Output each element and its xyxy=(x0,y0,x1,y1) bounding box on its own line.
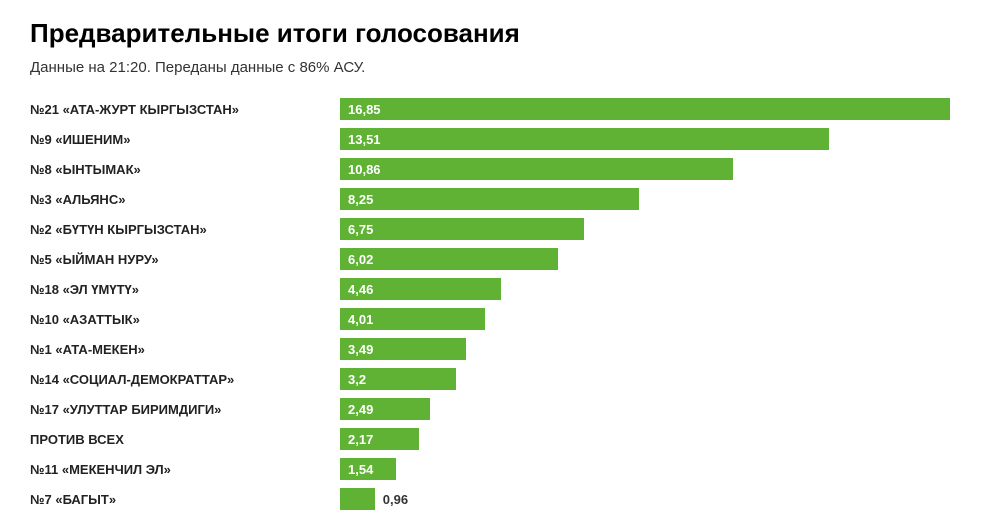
bar: 16,85 xyxy=(340,98,950,120)
bar-row: №3 «АЛЬЯНС» 8,25 xyxy=(30,184,970,214)
bar: 3,49 xyxy=(340,338,466,360)
bar: 4,01 xyxy=(340,308,485,330)
bar: 8,25 xyxy=(340,188,639,210)
bar-track: 2,17 xyxy=(340,428,970,450)
bar-value: 8,25 xyxy=(348,192,373,207)
bar-row: №1 «АТА-МЕКЕН» 3,49 xyxy=(30,334,970,364)
bar: 3,2 xyxy=(340,368,456,390)
bar: 6,75 xyxy=(340,218,584,240)
chart-container: Предварительные итоги голосования Данные… xyxy=(0,0,1000,522)
bar: 2,49 xyxy=(340,398,430,420)
bar-label: №17 «УЛУТТАР БИРИМДИГИ» xyxy=(30,402,340,417)
bar-label: №7 «БАГЫТ» xyxy=(30,492,340,507)
bar-row: №5 «ЫЙМАН НУРУ» 6,02 xyxy=(30,244,970,274)
bar-track: 6,02 xyxy=(340,248,970,270)
bar-value: 4,46 xyxy=(348,282,373,297)
bar-track: 3,49 xyxy=(340,338,970,360)
bar-track: 1,54 xyxy=(340,458,970,480)
bar-value: 0,96 xyxy=(383,492,408,507)
bar-label: №18 «ЭЛ ҮМҮТҮ» xyxy=(30,282,340,297)
bar-label: №5 «ЫЙМАН НУРУ» xyxy=(30,252,340,267)
bar-row: ПРОТИВ ВСЕХ 2,17 xyxy=(30,424,970,454)
bar: 6,02 xyxy=(340,248,558,270)
bar-label: ПРОТИВ ВСЕХ xyxy=(30,432,340,447)
bar-chart: №21 «АТА-ЖУРТ КЫРГЫЗСТАН» 16,85 №9 «ИШЕНИМ… xyxy=(30,94,970,514)
bar-label: №1 «АТА-МЕКЕН» xyxy=(30,342,340,357)
bar-label: №21 «АТА-ЖУРТ КЫРГЫЗСТАН» xyxy=(30,102,340,117)
bar-value: 3,2 xyxy=(348,372,366,387)
bar-label: №3 «АЛЬЯНС» xyxy=(30,192,340,207)
bar: 4,46 xyxy=(340,278,501,300)
bar-value: 13,51 xyxy=(348,132,381,147)
bar-value: 10,86 xyxy=(348,162,381,177)
bar-label: №14 «СОЦИАЛ-ДЕМОКРАТТАР» xyxy=(30,372,340,387)
bar-track: 8,25 xyxy=(340,188,970,210)
bar-track: 10,86 xyxy=(340,158,970,180)
bar: 13,51 xyxy=(340,128,829,150)
bar-track: 0,96 xyxy=(340,488,970,510)
bar-row: №10 «АЗАТТЫК» 4,01 xyxy=(30,304,970,334)
bar-track: 2,49 xyxy=(340,398,970,420)
bar-value: 6,75 xyxy=(348,222,373,237)
bar-row: №2 «БҮТҮН КЫРГЫЗСТАН» 6,75 xyxy=(30,214,970,244)
bar-value: 3,49 xyxy=(348,342,373,357)
bar-value: 2,49 xyxy=(348,402,373,417)
bar-row: №17 «УЛУТТАР БИРИМДИГИ» 2,49 xyxy=(30,394,970,424)
bar-value: 4,01 xyxy=(348,312,373,327)
bar-track: 3,2 xyxy=(340,368,970,390)
bar-row: №14 «СОЦИАЛ-ДЕМОКРАТТАР» 3,2 xyxy=(30,364,970,394)
bar-row: №9 «ИШЕНИМ» 13,51 xyxy=(30,124,970,154)
bar-label: №9 «ИШЕНИМ» xyxy=(30,132,340,147)
bar-row: №21 «АТА-ЖУРТ КЫРГЫЗСТАН» 16,85 xyxy=(30,94,970,124)
bar-label: №8 «ЫНТЫМАК» xyxy=(30,162,340,177)
bar-row: №11 «МЕКЕНЧИЛ ЭЛ» 1,54 xyxy=(30,454,970,484)
bar-row: №18 «ЭЛ ҮМҮТҮ» 4,46 xyxy=(30,274,970,304)
bar: 10,86 xyxy=(340,158,733,180)
bar-row: №8 «ЫНТЫМАК» 10,86 xyxy=(30,154,970,184)
bar-value: 16,85 xyxy=(348,102,381,117)
bar-label: №2 «БҮТҮН КЫРГЫЗСТАН» xyxy=(30,222,340,237)
bar-track: 4,46 xyxy=(340,278,970,300)
bar xyxy=(340,488,375,510)
bar-value: 6,02 xyxy=(348,252,373,267)
bar-track: 13,51 xyxy=(340,128,970,150)
bar-row: №7 «БАГЫТ» 0,96 xyxy=(30,484,970,514)
bar-label: №10 «АЗАТТЫК» xyxy=(30,312,340,327)
bar-value: 2,17 xyxy=(348,432,373,447)
bar: 2,17 xyxy=(340,428,419,450)
bar-track: 4,01 xyxy=(340,308,970,330)
page-subtitle: Данные на 21:20. Переданы данные с 86% А… xyxy=(30,59,970,76)
bar-track: 6,75 xyxy=(340,218,970,240)
bar-label: №11 «МЕКЕНЧИЛ ЭЛ» xyxy=(30,462,340,477)
page-title: Предварительные итоги голосования xyxy=(30,18,970,49)
bar: 1,54 xyxy=(340,458,396,480)
bar-value: 1,54 xyxy=(348,462,373,477)
bar-track: 16,85 xyxy=(340,98,970,120)
